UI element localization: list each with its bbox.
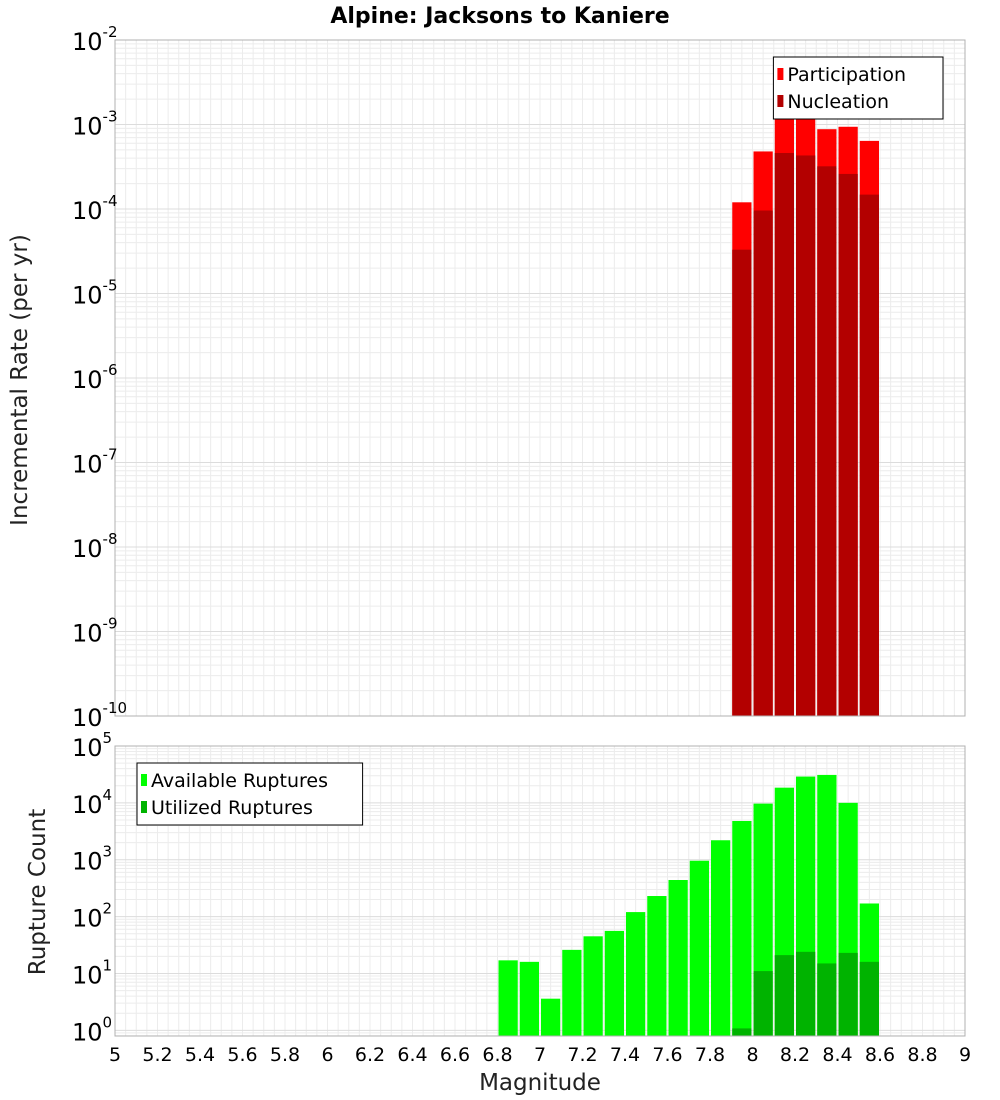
x-tick-label: 7.2 (567, 1044, 597, 1066)
y-tick-label: 10-9 (72, 615, 118, 648)
count-bar-utilized-ruptures (838, 952, 858, 1036)
x-tick-label: 7.8 (695, 1044, 725, 1066)
x-tick-label: 5.2 (142, 1044, 172, 1066)
x-tick-label: 9 (959, 1044, 971, 1066)
y-tick-label: 104 (72, 786, 112, 819)
y-tick-label: 10-3 (72, 108, 118, 141)
rate-bar-nucleation (774, 152, 794, 717)
count-legend: Available Ruptures Utilized Ruptures (136, 762, 364, 826)
rate-y-ticks: 10-10 10-9 10-8 10-7 10-6 10-5 10-4 10-3 10-2 (72, 23, 127, 732)
x-tick-label: 8.8 (907, 1044, 937, 1066)
count-bar-available-ruptures (732, 820, 752, 1036)
count-bars (498, 774, 879, 1036)
y-tick-label: 10-10 (72, 699, 127, 732)
rate-legend-label: Nucleation (787, 91, 889, 113)
count-bar-available-ruptures (711, 840, 731, 1036)
x-tick-label: 7.6 (652, 1044, 682, 1066)
rate-legend: Participation Nucleation (772, 56, 944, 120)
chart-title: Alpine: Jacksons to Kaniere (330, 4, 669, 29)
count-bar-available-ruptures (562, 949, 582, 1036)
count-bar-utilized-ruptures (817, 963, 837, 1036)
rate-bar-nucleation (732, 249, 752, 716)
x-tick-label: 5.6 (227, 1044, 257, 1066)
rate-legend-swatch (777, 95, 784, 107)
rate-bar-nucleation (817, 166, 837, 716)
count-bar-available-ruptures (668, 879, 688, 1036)
count-bar-utilized-ruptures (732, 1028, 752, 1036)
count-legend-swatch (141, 774, 147, 786)
x-tick-label: 6 (321, 1044, 333, 1066)
x-tick-label: 6.4 (397, 1044, 427, 1066)
x-tick-label: 5.8 (270, 1044, 300, 1066)
y-tick-label: 10-6 (72, 361, 118, 394)
y-tick-label: 100 (72, 1013, 112, 1046)
rate-y-axis-label: Incremental Rate (per yr) (7, 234, 33, 526)
y-tick-label: 10-5 (72, 277, 118, 310)
count-bar-utilized-ruptures (774, 955, 794, 1036)
y-tick-label: 10-7 (72, 446, 118, 479)
x-tick-label: 7 (534, 1044, 546, 1066)
count-bar-available-ruptures (519, 961, 539, 1036)
rate-legend-box (772, 56, 944, 120)
rate-legend-label: Participation (787, 64, 906, 86)
y-tick-label: 101 (72, 956, 112, 989)
y-tick-label: 105 (72, 729, 112, 762)
y-tick-label: 102 (72, 900, 112, 933)
x-tick-label: 8 (746, 1044, 758, 1066)
count-legend-box (136, 762, 364, 826)
x-tick-label: 6.6 (440, 1044, 470, 1066)
rate-bar-nucleation (838, 173, 858, 716)
x-tick-label: 6.8 (482, 1044, 512, 1066)
count-bar-available-ruptures (498, 960, 518, 1036)
count-plot-border (114, 745, 966, 1037)
rate-panel: 10-10 10-9 10-8 10-7 10-6 10-5 10-4 10-3 10-2 In… (7, 23, 966, 732)
count-bar-utilized-ruptures (753, 971, 773, 1036)
y-tick-label: 10-4 (72, 192, 118, 225)
x-axis: 5 5.2 5.4 5.6 5.8 6 6.2 6.4 6.6 6.8 7 7.2 7.4 7.6 7.8 8… (109, 1044, 971, 1066)
rate-bar-nucleation (753, 210, 773, 716)
x-tick-label: 7.4 (610, 1044, 640, 1066)
count-bar-available-ruptures (604, 930, 624, 1036)
count-bar-available-ruptures (689, 860, 709, 1036)
y-tick-label: 10-8 (72, 530, 118, 563)
count-panel: 100 101 102 103 104 105 Rupture Count Availab… (25, 729, 966, 1046)
x-tick-label: 5 (109, 1044, 121, 1066)
rate-plot-border (114, 39, 966, 717)
count-bar-available-ruptures (583, 936, 603, 1036)
rate-bars (732, 114, 879, 717)
x-tick-label: 8.2 (780, 1044, 810, 1066)
count-bar-available-ruptures (626, 912, 646, 1036)
rate-legend-swatch (777, 68, 784, 80)
count-legend-swatch (141, 801, 147, 813)
y-tick-label: 10-2 (72, 23, 118, 56)
x-tick-label: 8.6 (865, 1044, 895, 1066)
count-bar-utilized-ruptures (796, 951, 816, 1036)
x-tick-label: 5.4 (185, 1044, 215, 1066)
y-tick-label: 103 (72, 843, 112, 876)
count-legend-label: Utilized Ruptures (151, 797, 313, 819)
rate-bar-nucleation (859, 194, 879, 716)
count-bar-available-ruptures (541, 998, 561, 1036)
x-tick-label: 6.2 (355, 1044, 385, 1066)
count-y-ticks: 100 101 102 103 104 105 (72, 729, 112, 1046)
count-bar-available-ruptures (647, 896, 667, 1036)
count-bar-utilized-ruptures (859, 961, 879, 1036)
rate-bar-nucleation (796, 155, 816, 716)
count-legend-label: Available Ruptures (151, 770, 328, 792)
rate-grid (114, 40, 966, 717)
x-axis-label: Magnitude (479, 1070, 601, 1096)
x-tick-label: 8.4 (822, 1044, 852, 1066)
count-y-axis-label: Rupture Count (25, 809, 51, 975)
